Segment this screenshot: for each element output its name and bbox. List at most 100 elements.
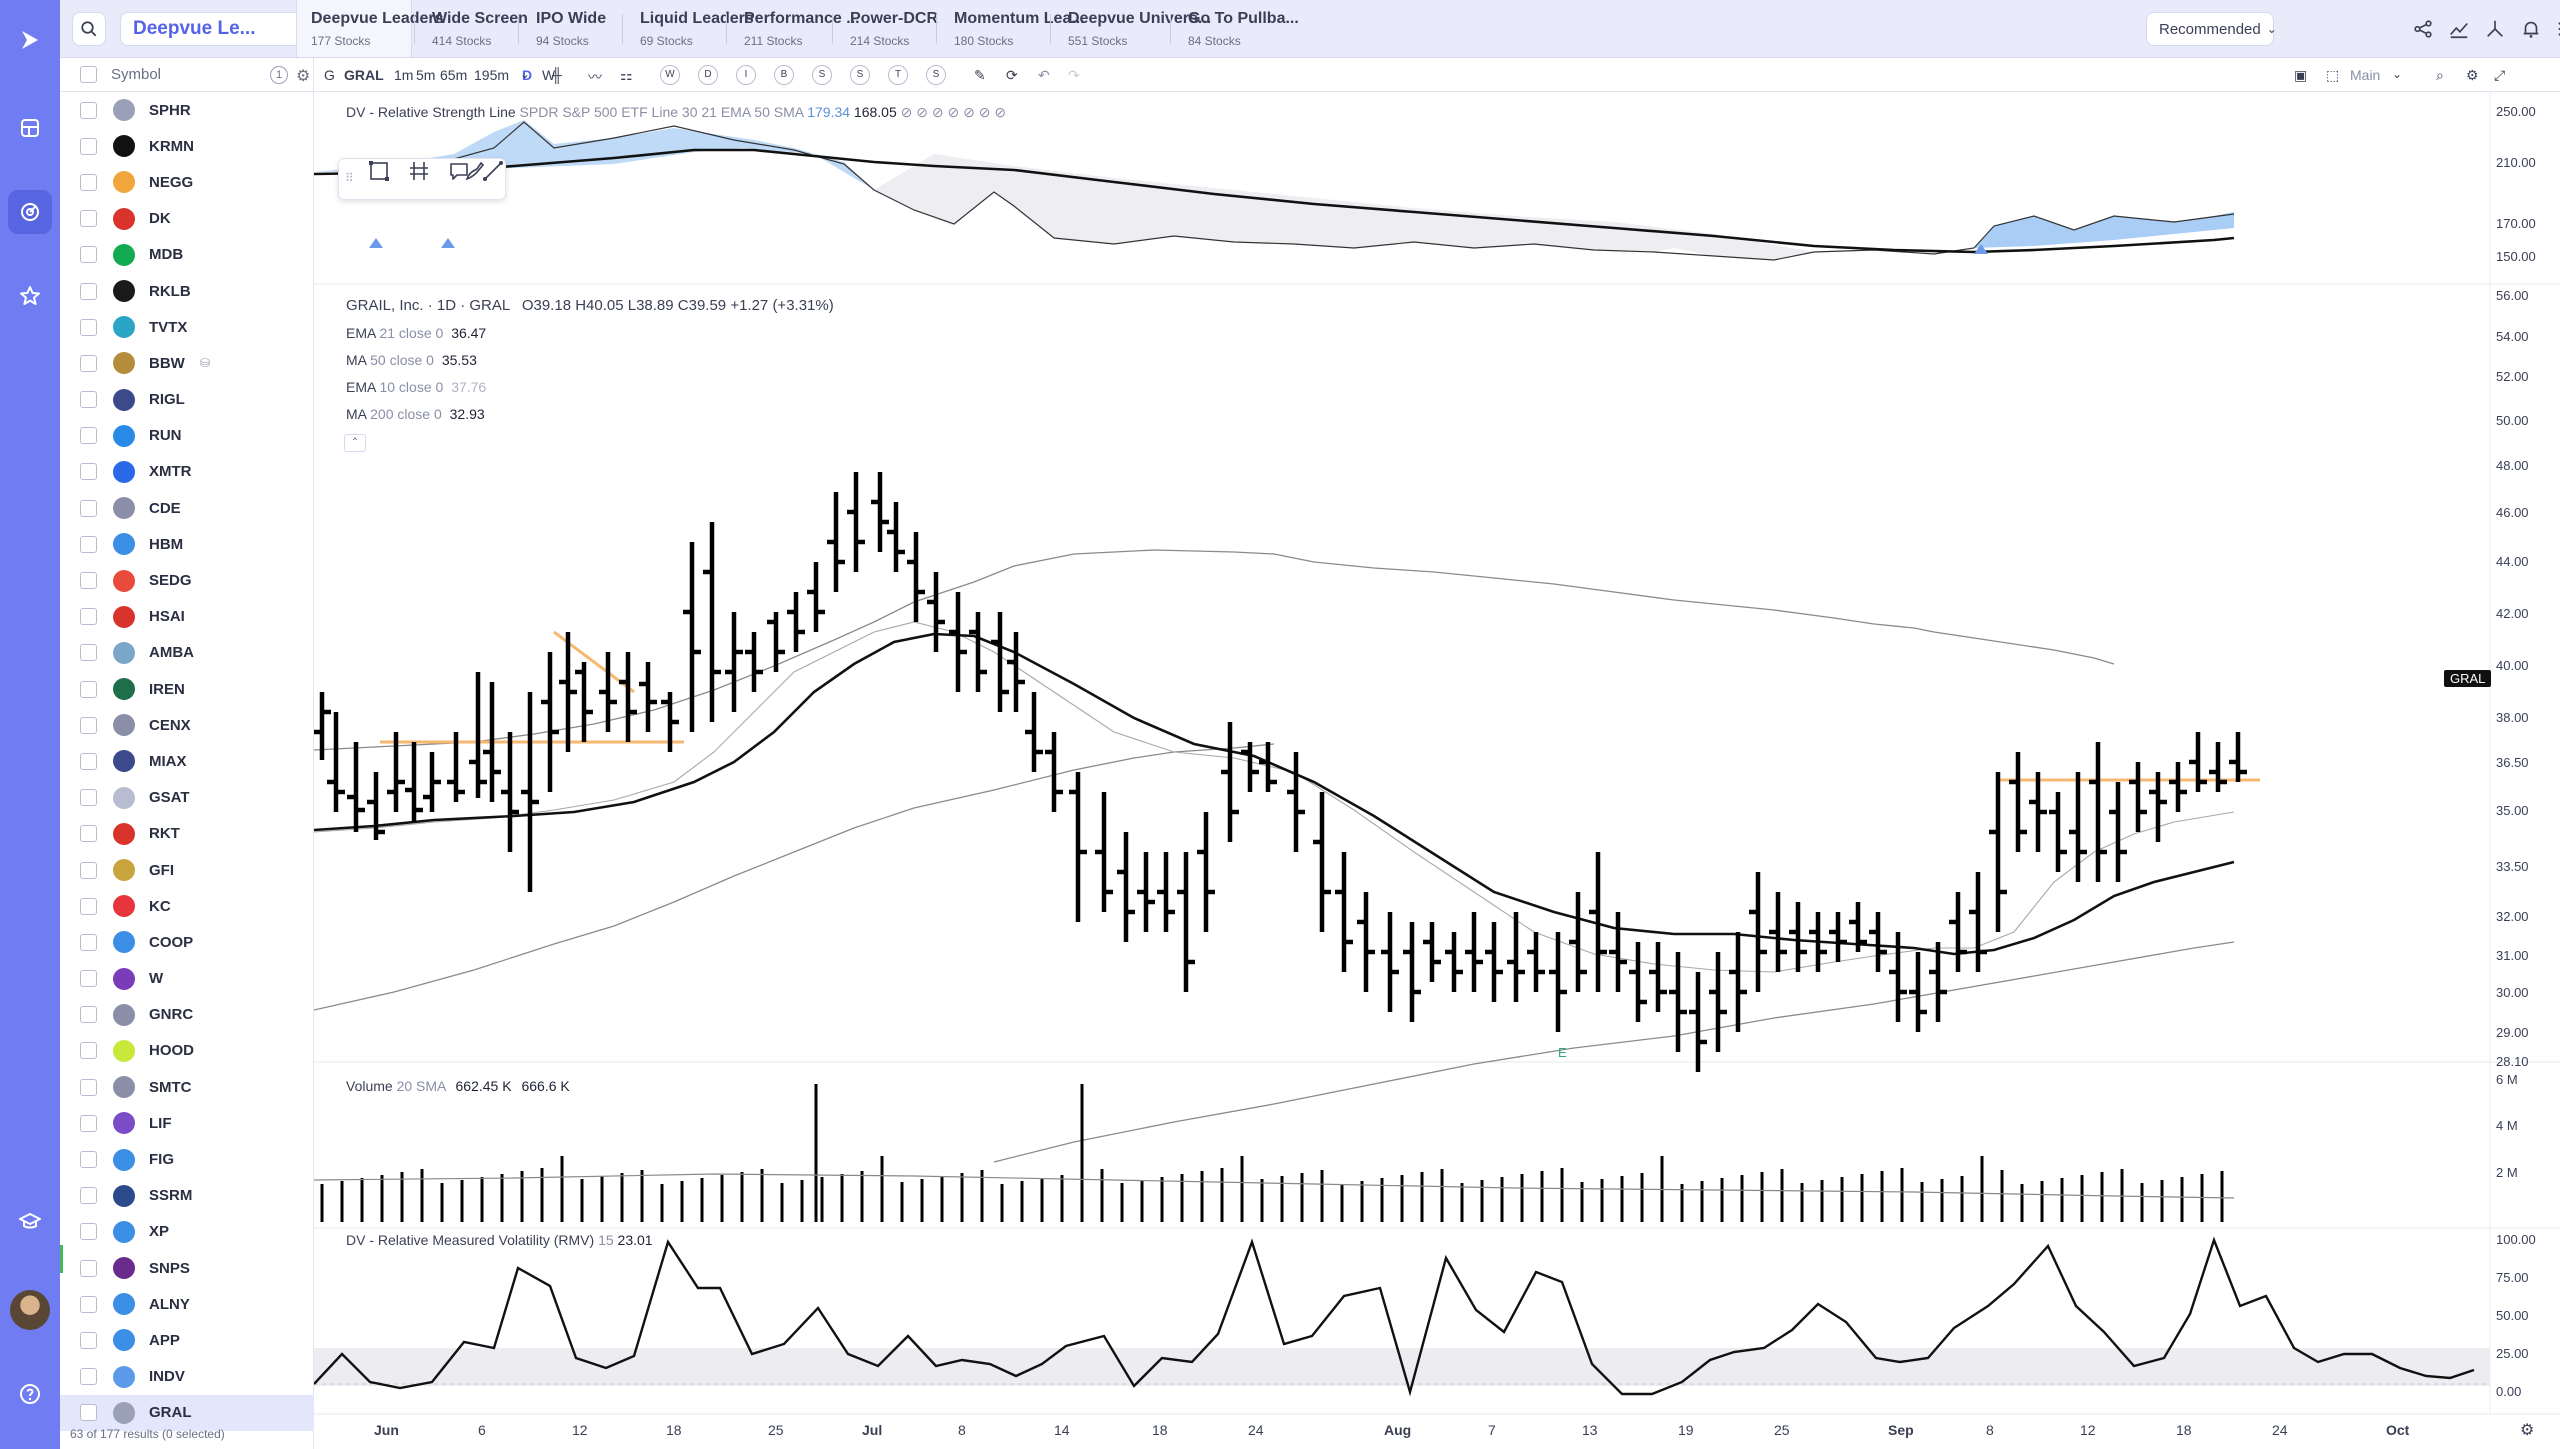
- watchlist-row[interactable]: RUN: [60, 418, 314, 454]
- row-checkbox[interactable]: [80, 933, 97, 951]
- settings-icon[interactable]: ⚙: [2466, 67, 2479, 83]
- row-checkbox[interactable]: [80, 318, 97, 336]
- study-toggle[interactable]: S: [812, 65, 832, 85]
- watchlist-row[interactable]: TVTX: [60, 309, 314, 345]
- layout-split-icon[interactable]: [2482, 16, 2508, 42]
- row-checkbox[interactable]: [80, 173, 97, 191]
- volume-legend[interactable]: Volume 20 SMA 662.45 K 666.6 K: [346, 1078, 570, 1094]
- bell-icon[interactable]: [2518, 16, 2544, 42]
- watchlist-row[interactable]: KRMN: [60, 128, 314, 164]
- select-all-checkbox[interactable]: [80, 66, 97, 83]
- tab-go-to-pullba[interactable]: Go To Pullba... 84 Stocks: [1174, 0, 1299, 57]
- watchlist-row[interactable]: SEDG: [60, 562, 314, 598]
- watchlist-row[interactable]: MDB: [60, 237, 314, 273]
- indicator-legend[interactable]: EMA 21 close 0 36.47: [346, 325, 486, 341]
- tab-momentum-lea[interactable]: Momentum Lea... 180 Stocks: [940, 0, 1085, 57]
- row-checkbox[interactable]: [80, 1295, 97, 1313]
- watchlist-row[interactable]: MIAX: [60, 743, 314, 779]
- watchlist-row[interactable]: GRAL: [60, 1394, 314, 1431]
- undo-icon[interactable]: ↶: [1038, 67, 1050, 83]
- interval-w[interactable]: W: [542, 67, 556, 83]
- row-checkbox[interactable]: [80, 101, 97, 119]
- share-icon[interactable]: [2410, 16, 2436, 42]
- rectangle-tool-icon[interactable]: [367, 159, 391, 183]
- watchlist-row[interactable]: BBW ⛁: [60, 345, 314, 381]
- trendline-tool-icon[interactable]: [481, 159, 505, 183]
- row-checkbox[interactable]: [80, 716, 97, 734]
- indicator-legend[interactable]: MA 50 close 0 35.53: [346, 352, 477, 368]
- row-checkbox[interactable]: [80, 246, 97, 264]
- watchlist-row[interactable]: SSRM: [60, 1178, 314, 1214]
- watchlist-row[interactable]: KC: [60, 888, 314, 924]
- row-checkbox[interactable]: [80, 535, 97, 553]
- interval-195m[interactable]: 195m: [474, 67, 510, 83]
- row-checkbox[interactable]: [80, 789, 97, 807]
- tab-power-dcr[interactable]: Power-DCR 214 Stocks: [836, 0, 944, 57]
- watchlist-row[interactable]: RKT: [60, 816, 314, 852]
- folder-icon[interactable]: ⬚: [2326, 67, 2340, 83]
- dashboard-icon[interactable]: [8, 106, 52, 150]
- star-icon[interactable]: [8, 274, 52, 318]
- watchlist-row[interactable]: GNRC: [60, 997, 314, 1033]
- magnet-icon[interactable]: ⌕: [2436, 67, 2444, 83]
- layout-icon[interactable]: ▣: [2294, 67, 2308, 83]
- watchlist-row[interactable]: GSAT: [60, 780, 314, 816]
- search-button[interactable]: [72, 12, 106, 46]
- watchlist-row[interactable]: W: [60, 961, 314, 997]
- watchlist-row[interactable]: IREN: [60, 671, 314, 707]
- study-toggle[interactable]: T: [888, 65, 908, 85]
- chart-canvas[interactable]: [314, 92, 2560, 1449]
- watchlist-row[interactable]: SMTC: [60, 1069, 314, 1105]
- row-checkbox[interactable]: [80, 354, 97, 372]
- row-checkbox[interactable]: [80, 1042, 97, 1060]
- bar-type-icon[interactable]: ╫: [552, 67, 562, 83]
- chart-line-icon[interactable]: [2446, 16, 2472, 42]
- row-checkbox[interactable]: [80, 608, 97, 626]
- row-checkbox[interactable]: [80, 572, 97, 590]
- indicator-legend[interactable]: EMA 10 close 0 37.76: [346, 379, 486, 395]
- templates-icon[interactable]: ⚏: [620, 67, 633, 83]
- row-checkbox[interactable]: [80, 210, 97, 228]
- watchlist-row[interactable]: SPHR: [60, 92, 314, 128]
- interval-1m[interactable]: 1m: [394, 67, 414, 83]
- watchlist-row[interactable]: SNPS: [60, 1250, 314, 1286]
- redo-icon[interactable]: ↷: [1068, 67, 1080, 83]
- study-toggle[interactable]: S: [926, 65, 946, 85]
- fullscreen-icon[interactable]: ⤢: [2494, 67, 2506, 83]
- study-toggle[interactable]: W: [660, 65, 680, 85]
- watchlist-row[interactable]: DK: [60, 201, 314, 237]
- chevron-down-icon[interactable]: ⌄: [2392, 67, 2403, 81]
- row-checkbox[interactable]: [80, 752, 97, 770]
- list-icon[interactable]: [2554, 16, 2560, 42]
- tab-liquid-leaders[interactable]: Liquid Leaders 69 Stocks: [626, 0, 754, 57]
- comment-tool-icon[interactable]: [447, 159, 471, 183]
- row-checkbox[interactable]: [80, 1006, 97, 1024]
- row-checkbox[interactable]: [80, 644, 97, 662]
- row-checkbox[interactable]: [80, 499, 97, 517]
- study-toggle[interactable]: B: [774, 65, 794, 85]
- price-legend[interactable]: GRAIL, Inc. · 1D · GRAL O39.18 H40.05 L3…: [346, 297, 834, 314]
- row-checkbox[interactable]: [80, 1259, 97, 1277]
- row-checkbox[interactable]: [80, 1078, 97, 1096]
- collapse-legend-button[interactable]: ⌃: [344, 434, 366, 452]
- indicators-icon[interactable]: 〰: [588, 69, 602, 85]
- tab-deepvue-univers[interactable]: Deepvue Univers... 551 Stocks: [1054, 0, 1211, 57]
- rs-legend[interactable]: DV - Relative Strength Line SPDR S&P 500…: [346, 104, 1006, 121]
- row-checkbox[interactable]: [80, 137, 97, 155]
- layout-name[interactable]: Main: [2350, 67, 2381, 83]
- earnings-marker[interactable]: E: [1558, 1045, 1567, 1060]
- watchlist-row[interactable]: CDE: [60, 490, 314, 526]
- row-checkbox[interactable]: [80, 282, 97, 300]
- watchlist-row[interactable]: HBM: [60, 526, 314, 562]
- interval-65m[interactable]: 65m: [440, 67, 468, 83]
- study-toggle[interactable]: D: [698, 65, 718, 85]
- logo-icon[interactable]: [8, 18, 52, 62]
- watchlist-row[interactable]: CENX: [60, 707, 314, 743]
- watchlist-row[interactable]: HSAI: [60, 599, 314, 635]
- row-checkbox[interactable]: [80, 1114, 97, 1132]
- indicator-legend[interactable]: MA 200 close 0 32.93: [346, 406, 485, 422]
- row-checkbox[interactable]: [80, 1404, 97, 1422]
- watchlist-row[interactable]: GFI: [60, 852, 314, 888]
- row-checkbox[interactable]: [80, 680, 97, 698]
- row-checkbox[interactable]: [80, 970, 97, 988]
